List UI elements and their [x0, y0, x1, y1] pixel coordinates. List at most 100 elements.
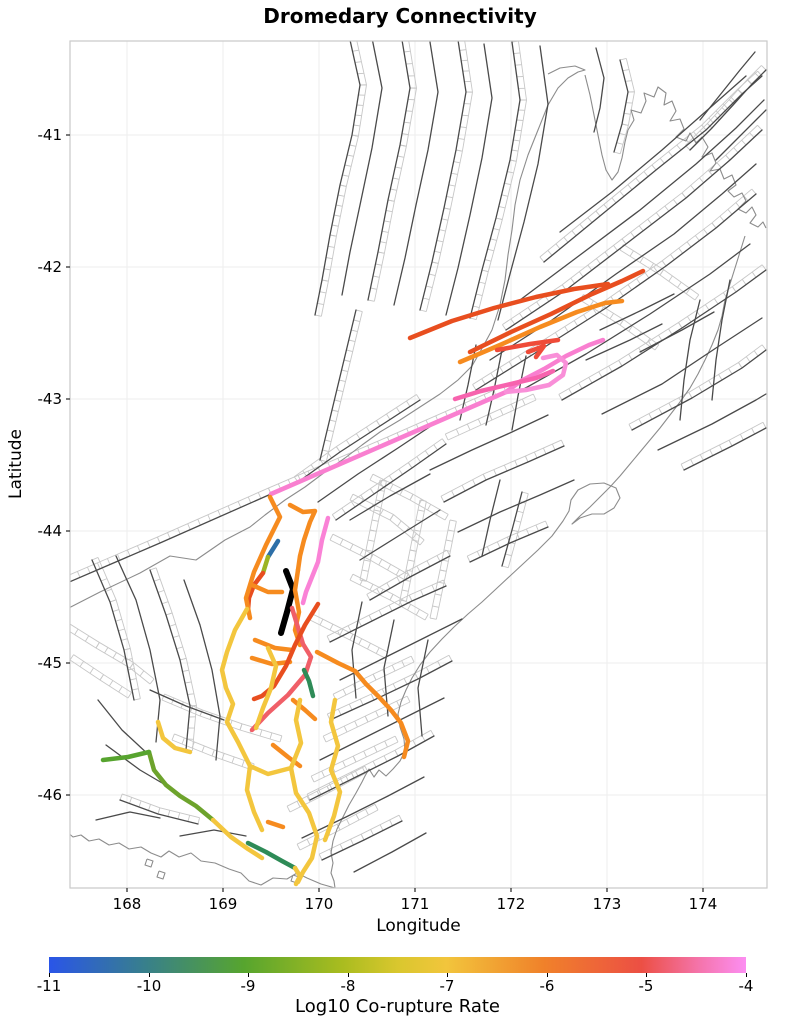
subsection-rung: [388, 604, 393, 612]
fault-subsection-ladder: [373, 41, 417, 302]
subsection-rung: [448, 655, 453, 662]
subsection-rung: [349, 144, 357, 147]
subsection-rung: [317, 302, 324, 306]
subsection-rung: [668, 275, 673, 282]
subsection-rung: [172, 635, 180, 638]
subsection-rung: [77, 571, 81, 578]
subsection-rung: [439, 569, 447, 572]
subsection-rung: [688, 392, 693, 399]
subsection-rung: [694, 235, 700, 241]
subsection-rung: [217, 510, 221, 517]
coastline: [144, 858, 154, 868]
subsection-rung: [306, 795, 311, 803]
subsection-rung: [392, 683, 397, 690]
subsection-rung: [432, 605, 439, 608]
subsection-rung: [505, 553, 512, 557]
fault-trace: [593, 47, 605, 133]
subsection-rung: [501, 565, 509, 569]
subsection-rung: [324, 439, 332, 442]
subsection-rung: [437, 661, 442, 668]
fault-trace: [715, 109, 767, 161]
subsection-rung: [419, 539, 425, 546]
subsection-rung: [318, 853, 323, 861]
subsection-rung: [389, 594, 394, 601]
subsection-rung: [525, 528, 530, 536]
subsection-rung: [444, 433, 449, 441]
subsection-rung: [735, 202, 741, 208]
subsection-rung: [302, 470, 307, 477]
subsection-rung: [472, 384, 477, 391]
subsection-rung: [426, 560, 431, 567]
subsection-rung: [490, 238, 497, 241]
subsection-rung: [125, 658, 133, 661]
subsection-rung: [563, 236, 569, 243]
subsection-rung: [727, 209, 733, 215]
subsection-rung: [342, 760, 346, 768]
subsection-rung: [658, 334, 663, 341]
fault-trace: [419, 41, 467, 311]
subsection-rung: [321, 279, 329, 282]
fault-trace: [689, 69, 767, 151]
subsection-rung: [503, 464, 508, 472]
fault-trace: [657, 393, 767, 451]
subsection-rung: [339, 843, 344, 851]
subsection-rung: [455, 428, 460, 436]
subsection-rung: [453, 161, 461, 164]
subsection-rung: [107, 558, 111, 565]
subsection-rung: [558, 394, 563, 401]
co-rupture-fault: [247, 763, 294, 777]
co-rupture-fault: [251, 601, 321, 702]
subsection-rung: [329, 533, 334, 541]
co-rupture-fault: [288, 697, 320, 885]
subsection-rung: [121, 657, 126, 664]
subsection-rung: [363, 750, 367, 758]
subsection-rung: [733, 147, 739, 153]
fault-trace: [341, 41, 383, 296]
subsection-rung: [699, 177, 704, 184]
subsection-rung: [412, 533, 417, 540]
subsection-rung: [419, 499, 427, 502]
subsection-rung: [118, 686, 123, 693]
subsection-rung: [458, 39, 464, 40]
subsection-rung: [619, 290, 624, 297]
subsection-rung: [551, 443, 556, 451]
subsection-rung: [603, 204, 609, 210]
subsection-rung: [441, 438, 447, 445]
coastline: [70, 833, 336, 888]
fault-trace: [91, 559, 135, 701]
subsection-rung: [157, 807, 161, 815]
fault-subsection-ladder: [619, 58, 635, 154]
subsection-rung: [459, 49, 467, 51]
co-rupture-fault: [525, 343, 547, 360]
subsection-rung: [365, 809, 369, 816]
subsection-rung: [314, 314, 322, 317]
subsection-rung: [387, 564, 392, 571]
subsection-rung: [177, 812, 181, 820]
fault-trace: [301, 776, 425, 839]
subsection-rung: [381, 230, 389, 233]
subsection-rung: [627, 284, 633, 291]
subsection-rung: [425, 285, 433, 288]
subsection-rung: [513, 139, 520, 142]
fault-trace: [497, 45, 549, 321]
subsection-rung: [349, 573, 354, 581]
subsection-rung: [495, 217, 503, 221]
subsection-rung: [579, 223, 585, 230]
subsection-rung: [161, 601, 169, 605]
subsection-rung: [728, 368, 733, 375]
subsection-rung: [627, 184, 633, 190]
subsection-rung: [628, 353, 633, 360]
fault-trace: [319, 309, 357, 461]
subsection-rung: [406, 695, 411, 703]
subsection-rung: [129, 678, 137, 681]
subsection-rung: [368, 614, 373, 622]
subsection-rung: [344, 164, 352, 167]
subsection-rung: [310, 775, 315, 783]
subsection-rung: [123, 648, 131, 651]
subsection-rung: [493, 469, 497, 476]
subsection-rung: [375, 710, 379, 718]
fault-trace: [457, 479, 575, 533]
subsection-rung: [410, 655, 415, 663]
co-rupture-fault: [322, 697, 343, 843]
subsection-rung: [416, 394, 421, 401]
